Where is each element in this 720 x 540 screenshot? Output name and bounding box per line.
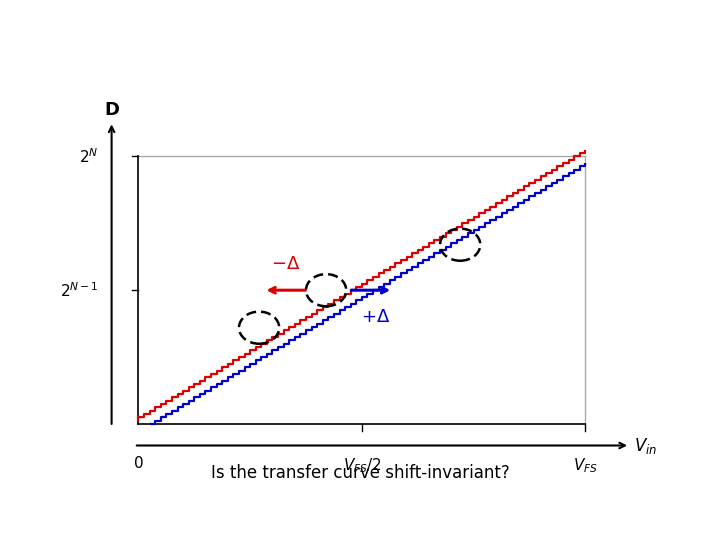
Text: $2^{N-1}$: $2^{N-1}$ xyxy=(60,281,98,300)
Text: TWEPP 2014: TWEPP 2014 xyxy=(14,513,113,526)
Text: $-\Delta$: $-\Delta$ xyxy=(271,255,300,273)
Text: $+\Delta$: $+\Delta$ xyxy=(361,308,390,326)
Text: $V_{FS}/2$: $V_{FS}/2$ xyxy=(343,456,381,475)
Text: 0: 0 xyxy=(134,456,143,471)
Text: $V_{FS}$: $V_{FS}$ xyxy=(573,456,598,475)
Text: - 14 -: - 14 - xyxy=(342,513,378,526)
Text: 2014-09-24: 2014-09-24 xyxy=(626,513,706,526)
Text: How to determine Bit Weights?: How to determine Bit Weights? xyxy=(13,21,501,49)
Text: D: D xyxy=(104,101,119,119)
Text: $V_{in}$: $V_{in}$ xyxy=(634,435,657,456)
Text: $2^N$: $2^N$ xyxy=(78,147,98,166)
Text: Is the transfer curve shift-invariant?: Is the transfer curve shift-invariant? xyxy=(211,463,509,482)
